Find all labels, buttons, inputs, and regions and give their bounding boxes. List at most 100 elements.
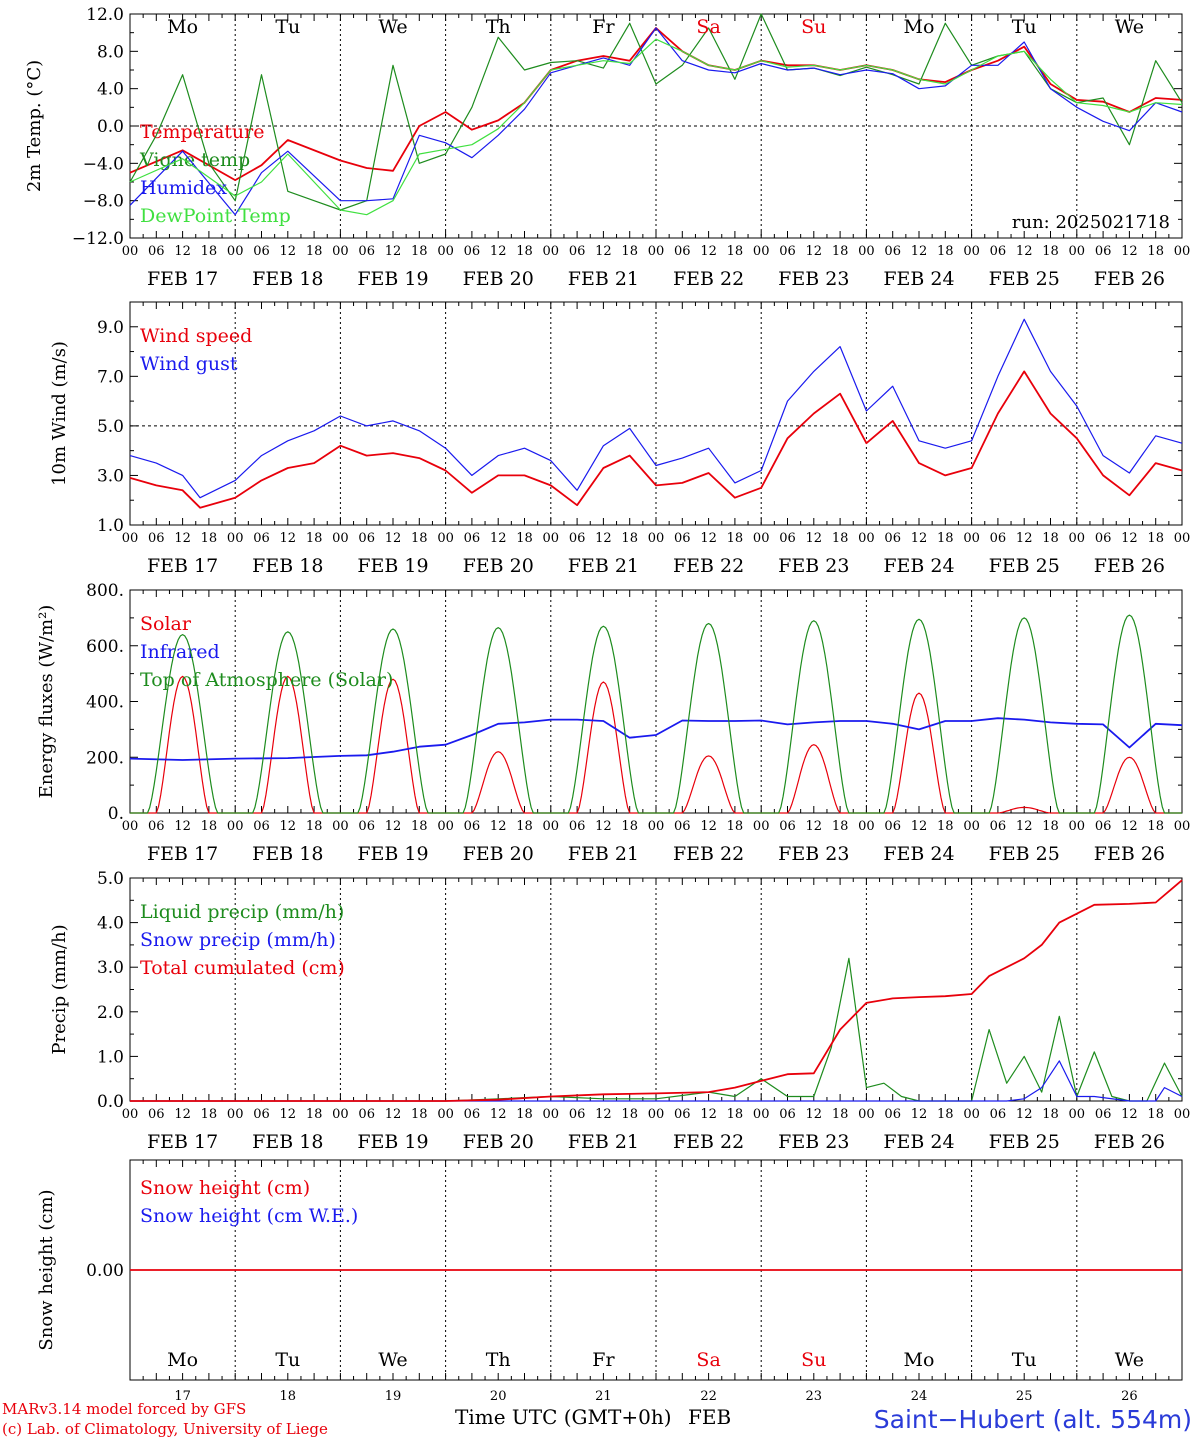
date-label: FEB 17 xyxy=(147,843,218,865)
hour-tick-label: 06 xyxy=(569,1107,586,1122)
day-number-label: 22 xyxy=(700,1389,717,1404)
hour-tick-label: 00 xyxy=(1069,819,1086,834)
weekday-label: Mo xyxy=(167,1349,198,1371)
date-label: FEB 17 xyxy=(147,555,218,577)
date-label: FEB 22 xyxy=(673,843,744,865)
y-tick-label: −12.0 xyxy=(72,229,124,249)
panel-3: 800. 600. 400. 200. 0. Energy fluxes (W/m²) So… xyxy=(36,581,1190,865)
date-label: FEB 22 xyxy=(673,1131,744,1153)
hour-tick-label: 18 xyxy=(727,244,744,259)
hour-tick-label: 00 xyxy=(437,1107,454,1122)
station-name: Saint−Hubert (alt. 554m) xyxy=(874,1405,1192,1434)
hour-tick-label: 18 xyxy=(1147,1107,1164,1122)
y-axis-label: Energy fluxes (W/m²) xyxy=(36,605,57,799)
y-tick-label: 3.0 xyxy=(97,466,124,486)
hour-tick-label: 12 xyxy=(280,531,297,546)
hour-tick-label: 18 xyxy=(306,1107,323,1122)
date-label: FEB 17 xyxy=(147,268,218,290)
hour-tick-label: 00 xyxy=(858,244,875,259)
date-label: FEB 20 xyxy=(463,268,534,290)
hour-tick-label: 06 xyxy=(884,1107,901,1122)
y-tick-label: 0.0 xyxy=(97,1092,124,1112)
hour-tick-label: 12 xyxy=(595,531,612,546)
hour-tick-label: 06 xyxy=(779,244,796,259)
hour-tick-label: 06 xyxy=(148,244,165,259)
panel-5: 0.00 Snow height (cm) Snow height (cm) Snow… xyxy=(36,1159,1183,1404)
hour-tick-label: 06 xyxy=(674,531,691,546)
panel-2: 9.0 7.0 5.0 3.0 1.0 10m Wind (m/s) Wind speed W… xyxy=(49,301,1190,577)
weekday-label: Tu xyxy=(275,16,300,38)
hour-tick-label: 18 xyxy=(1147,531,1164,546)
date-label: FEB 22 xyxy=(673,268,744,290)
y-tick-label: 5.0 xyxy=(97,869,124,889)
date-label: FEB 24 xyxy=(883,1131,954,1153)
day-number-label: 23 xyxy=(806,1389,823,1404)
hour-tick-label: 00 xyxy=(648,1107,665,1122)
day-number-label: 21 xyxy=(595,1389,612,1404)
hour-tick-label: 00 xyxy=(122,1107,139,1122)
hour-tick-label: 12 xyxy=(595,244,612,259)
lab-credit: (c) Lab. of Climatology, University of L… xyxy=(2,1420,328,1438)
hour-tick-label: 12 xyxy=(1016,819,1033,834)
y-tick-label: 1.0 xyxy=(97,516,124,536)
hour-tick-label: 12 xyxy=(806,531,823,546)
weekday-label: Th xyxy=(486,16,511,38)
hour-tick-label: 12 xyxy=(911,531,928,546)
y-tick-label: 4.0 xyxy=(97,80,124,100)
date-label: FEB 19 xyxy=(357,268,428,290)
hour-tick-label: 18 xyxy=(621,1107,638,1122)
hour-tick-label: 00 xyxy=(753,531,770,546)
hour-tick-label: 18 xyxy=(832,1107,849,1122)
y-tick-label: 0. xyxy=(108,804,124,824)
hour-tick-label: 18 xyxy=(516,244,533,259)
hour-tick-label: 06 xyxy=(779,1107,796,1122)
legend-entry: Temperature xyxy=(140,121,264,143)
hour-tick-label: 18 xyxy=(832,531,849,546)
hour-tick-label: 06 xyxy=(148,819,165,834)
hour-tick-label: 00 xyxy=(122,819,139,834)
hour-tick-label: 12 xyxy=(385,244,402,259)
hour-tick-label: 06 xyxy=(674,1107,691,1122)
y-tick-label: 12.0 xyxy=(86,5,124,25)
hour-tick-label: 06 xyxy=(358,531,375,546)
hour-tick-label: 06 xyxy=(990,531,1007,546)
hour-tick-label: 12 xyxy=(700,1107,717,1122)
hour-tick-label: 18 xyxy=(1042,1107,1059,1122)
hour-tick-label: 18 xyxy=(832,244,849,259)
series-line-2 xyxy=(130,1060,1183,1102)
hour-tick-label: 12 xyxy=(385,531,402,546)
hour-tick-label: 12 xyxy=(806,819,823,834)
legend-entry: Humidex xyxy=(140,177,227,199)
weekday-label: Fr xyxy=(592,16,615,38)
hour-tick-label: 18 xyxy=(832,819,849,834)
hour-tick-label: 12 xyxy=(1016,531,1033,546)
date-label: FEB 21 xyxy=(568,555,639,577)
hour-tick-label: 00 xyxy=(963,531,980,546)
date-label: FEB 18 xyxy=(252,268,323,290)
hour-tick-label: 18 xyxy=(411,531,428,546)
hour-tick-label: 12 xyxy=(1121,1107,1138,1122)
y-axis-label: 10m Wind (m/s) xyxy=(49,341,70,486)
series-line-2 xyxy=(129,717,1183,761)
hour-tick-label: 06 xyxy=(148,531,165,546)
day-number-label: 24 xyxy=(911,1389,928,1404)
series-line-2 xyxy=(129,318,1183,499)
hour-tick-label: 12 xyxy=(806,244,823,259)
hour-tick-label: 12 xyxy=(490,819,507,834)
date-label: FEB 25 xyxy=(989,268,1060,290)
panel-4: 5.0 4.0 3.0 2.0 1.0 0.0 Precip (mm/h) Liquid pr… xyxy=(49,869,1190,1153)
y-tick-label: 400. xyxy=(86,693,124,713)
date-label: FEB 26 xyxy=(1094,268,1165,290)
y-tick-label: 1.0 xyxy=(97,1047,124,1067)
date-label: FEB 17 xyxy=(147,1131,218,1153)
hour-tick-label: 12 xyxy=(595,819,612,834)
weekday-label: We xyxy=(1115,16,1144,38)
date-label: FEB 23 xyxy=(778,268,849,290)
hour-tick-label: 12 xyxy=(174,1107,191,1122)
hour-tick-label: 06 xyxy=(1095,1107,1112,1122)
legend-entry: Snow height (cm) xyxy=(140,1177,310,1199)
date-label: FEB 24 xyxy=(883,268,954,290)
date-label: FEB 24 xyxy=(883,843,954,865)
weekday-label: Sa xyxy=(696,16,720,38)
